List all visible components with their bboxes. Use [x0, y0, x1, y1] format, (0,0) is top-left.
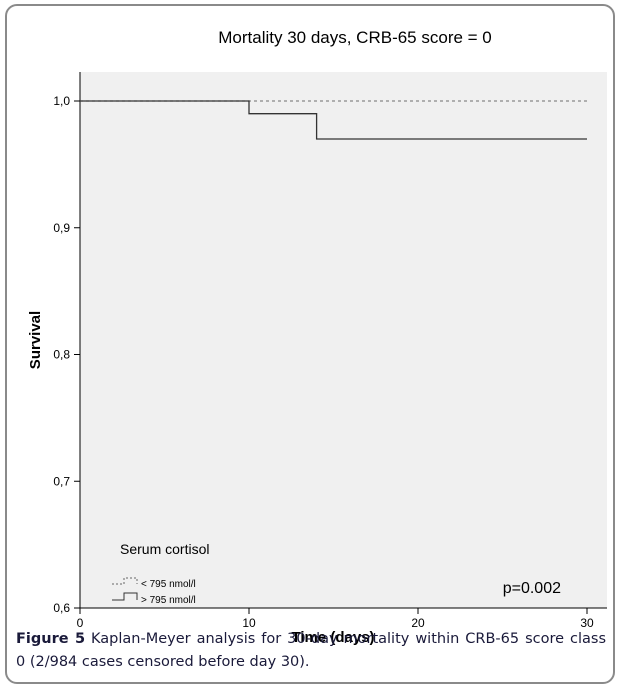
figure-caption: Figure 5 Kaplan-Meyer analysis for 30-da…: [16, 628, 606, 674]
x-ticks: 0 10 20 30: [77, 608, 594, 630]
series-line-high-cortisol: [80, 100, 587, 140]
plot-area: [80, 72, 607, 608]
caption-text: Kaplan-Meyer analysis for 30-day mortali…: [16, 631, 607, 670]
legend-item: > 795 nmol/l: [112, 592, 196, 606]
x-tick-label: 0: [77, 616, 84, 630]
y-tick-label: 1,0: [53, 94, 70, 108]
legend: Serum cortisol < 795 nmol/l > 795 nmol/l: [112, 541, 209, 606]
x-tick-label: 20: [411, 616, 425, 630]
y-ticks: 0,6 0,7 0,8 0,9 1,0: [53, 94, 80, 615]
series-layer: [80, 100, 587, 140]
y-tick-label: 0,6: [53, 601, 70, 615]
legend-swatch-solid: [112, 592, 138, 601]
legend-item: < 795 nmol/l: [112, 577, 196, 590]
y-axis-label: Survival: [27, 311, 44, 369]
y-tick-label: 0,7: [53, 474, 70, 488]
legend-swatch-dashed: [112, 577, 138, 585]
y-tick-label: 0,9: [53, 221, 70, 235]
legend-label-low: < 795 nmol/l: [141, 579, 196, 590]
x-tick-label: 10: [242, 616, 256, 630]
y-tick-label: 0,8: [53, 348, 70, 362]
x-tick-label: 30: [580, 616, 594, 630]
legend-label-high: > 795 nmol/l: [141, 595, 196, 606]
chart-title: Mortality 30 days, CRB-65 score = 0: [218, 28, 492, 47]
caption-label: Figure 5: [16, 631, 86, 647]
legend-title: Serum cortisol: [120, 541, 209, 557]
x-axis-label: Time (days): [291, 629, 374, 646]
p-value-annotation: p=0.002: [503, 580, 561, 597]
